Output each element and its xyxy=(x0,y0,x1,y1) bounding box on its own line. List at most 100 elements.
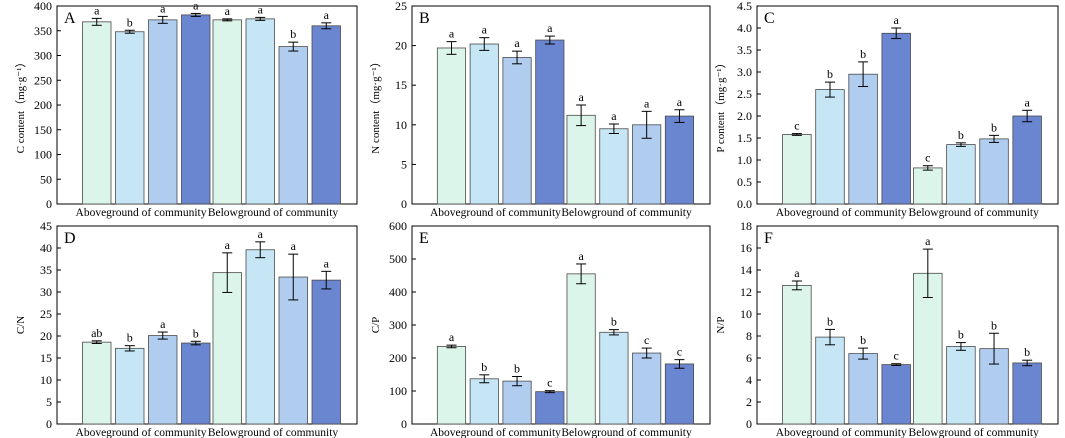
y-tick-label: 20 xyxy=(395,39,407,53)
y-tick-label: 16 xyxy=(740,241,752,255)
y-tick-label: 1.0 xyxy=(737,153,752,167)
y-tick-label: 200 xyxy=(34,98,52,112)
panel-E: 0 100 200 300 400 500 600 C/P Ea b b c a b c c Abovegrou… xyxy=(370,219,711,438)
y-tick-label: 0 xyxy=(46,417,52,431)
y-tick-label: 20 xyxy=(40,329,52,343)
bar xyxy=(815,89,845,205)
significance-letter: b xyxy=(827,67,833,81)
x-category-label: Belowground of community xyxy=(561,427,692,438)
y-tick-label: 10 xyxy=(395,118,407,132)
significance-letter: a xyxy=(449,330,455,344)
bar xyxy=(148,335,178,425)
significance-letter: c xyxy=(547,376,552,390)
y-tick-label: 400 xyxy=(34,0,52,13)
significance-letter: a xyxy=(291,239,297,253)
significance-letter: a xyxy=(94,3,100,17)
bar xyxy=(212,272,242,425)
y-axis-label: N content（mg·g⁻¹） xyxy=(369,56,382,153)
y-axis-label: C/N xyxy=(15,316,27,334)
significance-letter: b xyxy=(514,361,520,375)
significance-letter: a xyxy=(677,95,683,109)
significance-letter: a xyxy=(482,23,488,37)
significance-letter: a xyxy=(578,249,584,263)
significance-letter: b xyxy=(958,128,964,142)
bar xyxy=(278,46,308,205)
y-tick-label: 45 xyxy=(40,219,52,233)
bar xyxy=(535,39,565,205)
x-category-label: Belowground of community xyxy=(561,207,692,219)
significance-letter: b xyxy=(991,120,997,134)
bar xyxy=(913,167,943,205)
bar xyxy=(848,353,878,425)
y-tick-label: 25 xyxy=(40,307,52,321)
bar xyxy=(212,19,242,205)
significance-letter: b xyxy=(611,315,617,329)
panel-A: 0 50 100 150 200 250 300 350 400 C content（mg·g⁻¹… xyxy=(14,0,358,219)
bar xyxy=(782,284,812,425)
significance-letter: c xyxy=(925,151,930,165)
y-tick-label: 12 xyxy=(740,285,752,299)
y-tick-label: 0.5 xyxy=(737,175,752,189)
y-tick-label: 15 xyxy=(40,351,52,365)
significance-letter: b xyxy=(860,333,866,347)
bar xyxy=(1012,362,1042,425)
y-tick-label: 25 xyxy=(395,0,407,13)
bar xyxy=(535,391,565,425)
y-tick-label: 2.0 xyxy=(737,109,752,123)
panel-label: B xyxy=(419,10,430,27)
significance-letter: b xyxy=(481,360,487,374)
y-tick-label: 3.0 xyxy=(737,65,752,79)
significance-letter: b xyxy=(1024,345,1030,359)
bar xyxy=(148,19,178,205)
significance-letter: a xyxy=(514,36,520,50)
bar xyxy=(245,18,275,205)
y-tick-label: 4 xyxy=(746,373,752,387)
x-category-label: Aboveground of community xyxy=(776,207,907,219)
significance-letter: a xyxy=(258,2,264,16)
bar xyxy=(82,21,112,205)
panel-label: F xyxy=(764,230,773,247)
bar xyxy=(815,336,845,425)
bar xyxy=(436,346,467,425)
panel-label: E xyxy=(419,230,429,247)
significance-letter: b xyxy=(991,318,997,332)
significance-letter: b xyxy=(860,47,866,61)
y-tick-label: 15 xyxy=(395,78,407,92)
significance-letter: b xyxy=(127,15,133,29)
y-tick-label: 350 xyxy=(34,24,52,38)
y-tick-label: 300 xyxy=(34,49,52,63)
bar xyxy=(782,134,812,205)
y-tick-label: 50 xyxy=(40,172,52,186)
x-category-label: Aboveground of community xyxy=(430,427,561,438)
panel-C: 0.0 0.5 1.0 1.5 2.0 2.5 3.0 3.5 4.0 4.5 P content（… xyxy=(714,0,1059,219)
y-tick-label: 4.0 xyxy=(737,21,752,35)
y-tick-label: 100 xyxy=(34,148,52,162)
significance-letter: a xyxy=(160,1,166,15)
bar xyxy=(664,363,695,425)
significance-letter: b xyxy=(958,328,964,342)
significance-letter: a xyxy=(894,13,900,27)
significance-letter: a xyxy=(578,90,584,104)
y-tick-label: 8 xyxy=(746,329,752,343)
y-tick-label: 30 xyxy=(40,285,52,299)
bar xyxy=(181,14,211,205)
significance-letter: c xyxy=(894,349,899,363)
significance-letter: b xyxy=(127,331,133,345)
significance-letter: a xyxy=(611,109,617,123)
bar xyxy=(881,364,911,425)
bar xyxy=(599,331,629,425)
y-tick-label: 500 xyxy=(389,252,407,266)
bar xyxy=(502,57,532,205)
bar xyxy=(115,31,145,205)
x-category-label: Belowground of community xyxy=(208,427,339,438)
significance-letter: a xyxy=(193,0,199,12)
y-axis-label: C/P xyxy=(370,317,382,334)
significance-letter: a xyxy=(258,227,264,241)
significance-letter: a xyxy=(324,256,330,270)
significance-letter: a xyxy=(925,234,931,248)
bar xyxy=(632,352,662,425)
significance-letter: a xyxy=(644,96,650,110)
x-category-label: Aboveground of community xyxy=(430,207,561,219)
